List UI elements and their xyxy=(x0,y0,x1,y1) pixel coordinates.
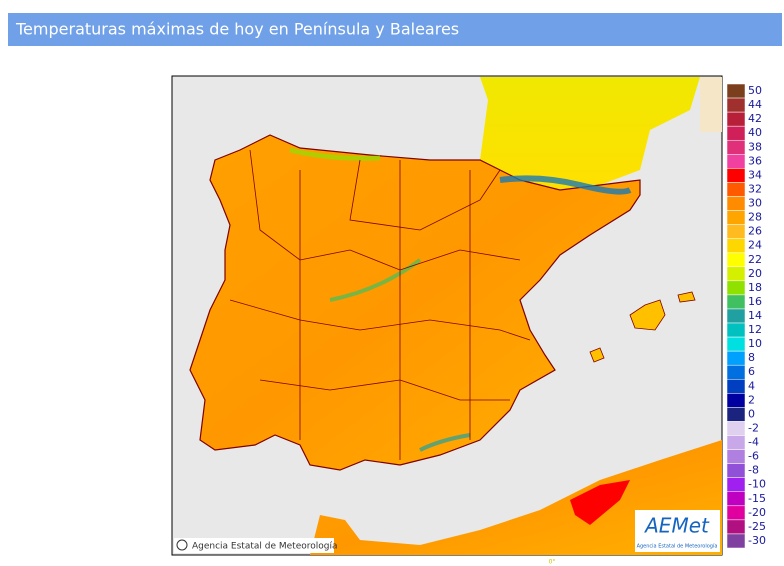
legend-label: 22 xyxy=(748,253,762,266)
legend-label: 8 xyxy=(748,351,755,364)
provinces xyxy=(229,149,531,460)
legend-swatch xyxy=(726,111,746,127)
legend-label: 32 xyxy=(748,182,762,195)
logo-subtitle: Agencia Estatal de Meteorología xyxy=(637,543,718,550)
legend-swatch xyxy=(726,519,746,535)
legend-swatch xyxy=(726,350,746,366)
legend-label: 16 xyxy=(748,295,762,308)
legend-swatch xyxy=(726,139,746,155)
legend-swatch xyxy=(726,196,746,211)
legend-label: 0 xyxy=(748,407,755,420)
credit-box xyxy=(174,538,334,553)
legend-swatch xyxy=(726,322,746,338)
legend-swatch xyxy=(726,154,746,169)
title-bar xyxy=(8,13,782,46)
logo-box xyxy=(635,510,720,552)
legend-label: 12 xyxy=(748,323,762,336)
legend-label: 30 xyxy=(748,197,762,210)
legend-label: -20 xyxy=(748,506,766,519)
legend-label: 2 xyxy=(748,393,755,406)
mallorca xyxy=(629,299,666,331)
legend-label: -30 xyxy=(748,534,766,547)
legend-label: -8 xyxy=(748,464,759,477)
legend-label: 24 xyxy=(748,239,762,252)
legend-label: 20 xyxy=(748,267,762,280)
atlas-hot xyxy=(570,480,630,525)
legend-label: 14 xyxy=(748,309,762,322)
legend-swatch xyxy=(726,168,746,183)
legend-label: 26 xyxy=(748,225,762,238)
legend-swatch xyxy=(726,505,746,521)
legend-label: 4 xyxy=(748,379,755,392)
sierra-nevada xyxy=(419,433,471,452)
legend-label: 44 xyxy=(748,98,762,111)
legend-swatch xyxy=(726,294,746,310)
meridian-label: 0° xyxy=(549,559,556,566)
legend-swatch xyxy=(726,252,746,268)
menorca xyxy=(677,291,696,303)
legend-label: 28 xyxy=(748,211,762,224)
legend-swatch xyxy=(726,238,746,253)
map: AEMet Agencia Estatal de Meteorología Ag… xyxy=(171,75,723,566)
copyright-icon xyxy=(176,539,188,551)
legend-label: 42 xyxy=(748,112,762,125)
legend-swatch xyxy=(726,449,746,464)
legend-label: 18 xyxy=(748,281,762,294)
legend-swatch xyxy=(726,364,746,380)
ibiza xyxy=(589,347,605,363)
title: Temperaturas máximas de hoy en Península… xyxy=(15,20,459,39)
legend-swatch xyxy=(726,125,746,141)
legend-label: 34 xyxy=(748,168,762,181)
legend-swatch xyxy=(726,407,746,422)
legend-swatch xyxy=(726,491,746,507)
pyrenees xyxy=(499,175,632,195)
legend-label: -4 xyxy=(748,436,759,449)
legend-label: -10 xyxy=(748,478,766,491)
legend-label: 6 xyxy=(748,365,755,378)
legend-swatch xyxy=(726,379,746,394)
legend-swatch xyxy=(726,210,746,225)
credit: Agencia Estatal de Meteorología xyxy=(192,542,338,552)
legend-swatch xyxy=(726,477,746,493)
cantabrian xyxy=(289,147,381,161)
legend-label: 38 xyxy=(748,140,762,153)
legend-swatch xyxy=(726,266,746,282)
legend-label: -15 xyxy=(748,492,766,505)
legend-label: -2 xyxy=(748,421,759,434)
legend-label: -25 xyxy=(748,520,766,533)
legend-swatch xyxy=(726,421,746,436)
legend-swatch xyxy=(726,97,746,113)
legend-label: 50 xyxy=(748,84,762,97)
legend-swatch xyxy=(726,83,746,99)
legend-swatch xyxy=(726,435,746,450)
legend-label: 40 xyxy=(748,126,762,139)
legend-label: 10 xyxy=(748,337,762,350)
france xyxy=(480,77,700,190)
legend-swatch xyxy=(726,280,746,296)
legend-label: -6 xyxy=(748,450,759,463)
alps xyxy=(700,77,722,132)
legend-swatch xyxy=(726,224,746,239)
logo: AEMet xyxy=(643,514,710,538)
legend-label: 36 xyxy=(748,154,762,167)
legend-swatch xyxy=(726,182,746,197)
legend-swatch xyxy=(726,308,746,324)
legend-swatch xyxy=(726,533,746,549)
africa xyxy=(310,440,722,555)
legend-swatch xyxy=(726,393,746,408)
legend: 5044424038363432302826242220181614121086… xyxy=(726,83,766,549)
legend-swatch xyxy=(726,463,746,478)
legend-swatch xyxy=(726,336,746,352)
